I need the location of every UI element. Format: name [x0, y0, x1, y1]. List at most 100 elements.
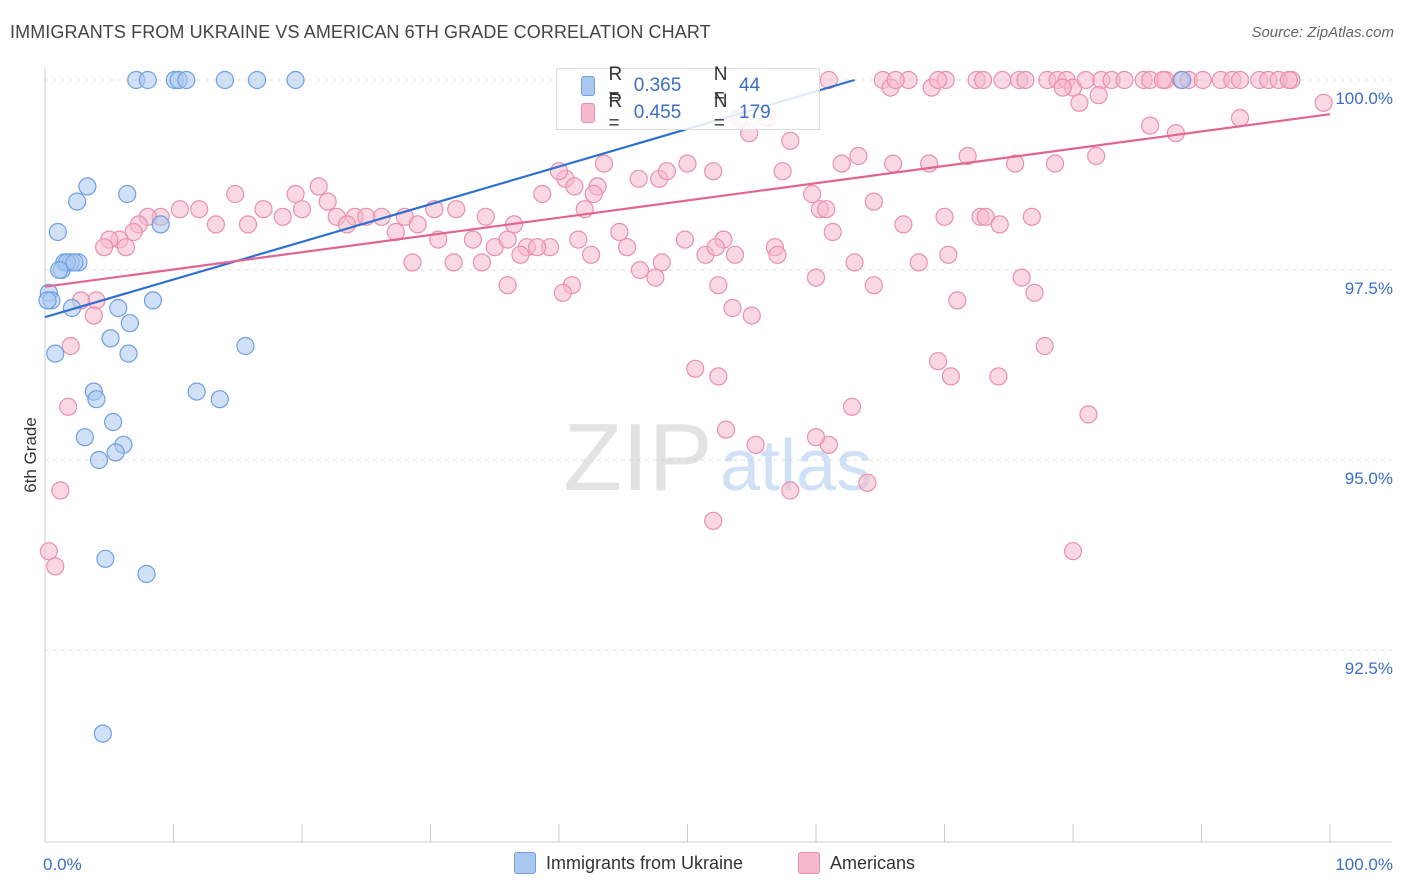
americans-point	[630, 260, 650, 280]
americans-point	[292, 200, 312, 219]
americans-point	[806, 428, 826, 447]
ukraine-point	[177, 70, 196, 90]
americans-point	[124, 222, 143, 242]
americans-point	[706, 238, 725, 257]
americans-point	[803, 184, 822, 204]
ukraine-point	[38, 291, 57, 310]
americans-point	[511, 245, 530, 264]
americans-point	[533, 184, 552, 204]
ukraine-points	[38, 70, 1192, 743]
legend-n-value: 179	[739, 102, 771, 123]
bottom-legend-label-americans: Americans	[830, 852, 916, 873]
americans-point	[51, 481, 70, 500]
americans-point	[95, 238, 114, 257]
americans-point	[594, 154, 614, 173]
americans-point	[1063, 542, 1083, 561]
americans-point	[781, 131, 800, 150]
americans-point	[646, 268, 665, 287]
x-tick-label-left: 0.0%	[43, 855, 82, 874]
americans-point	[709, 367, 728, 386]
americans-point	[746, 435, 765, 454]
americans-point	[226, 184, 245, 204]
americans-point	[652, 253, 671, 272]
americans-point	[1012, 268, 1031, 287]
americans-point	[403, 253, 422, 272]
americans-point	[941, 367, 961, 386]
americans-point	[864, 276, 883, 295]
americans-point	[286, 184, 305, 204]
americans-point	[1070, 93, 1089, 112]
americans-point	[716, 420, 736, 439]
americans-point	[46, 557, 65, 576]
chart-source: Source: ZipAtlas.com	[1251, 24, 1394, 41]
americans-point	[849, 146, 868, 166]
legend-r-label: R =	[608, 91, 623, 134]
americans-point	[1115, 70, 1134, 90]
americans-point	[709, 276, 728, 295]
americans-point	[1087, 146, 1106, 166]
americans-point	[678, 154, 697, 173]
ukraine-point	[137, 564, 156, 584]
americans-point	[273, 207, 292, 226]
legend-r-value: 0.365	[633, 75, 682, 96]
ukraine-point	[62, 298, 82, 318]
americans-point	[565, 177, 584, 196]
ukraine-point	[187, 382, 206, 401]
ukraine-point	[104, 412, 123, 432]
americans-point	[657, 162, 677, 181]
americans-point	[886, 70, 905, 90]
americans-point	[973, 70, 993, 90]
americans-point	[704, 162, 723, 181]
legend-r-label: R =	[608, 64, 623, 107]
americans-point	[768, 245, 787, 264]
americans-point	[976, 207, 995, 226]
americans-point	[498, 276, 517, 295]
ukraine-point	[50, 260, 69, 280]
ukraine-point	[65, 253, 84, 272]
ukraine-point	[138, 70, 157, 90]
bottom-legend-ukraine[interactable]: Immigrants from Ukraine	[514, 852, 743, 874]
americans-point	[935, 207, 954, 226]
bottom-legend-americans[interactable]: Americans	[798, 852, 915, 874]
americans-point	[845, 253, 864, 272]
americans-point	[1140, 116, 1160, 135]
legend-swatch-pink	[581, 103, 595, 123]
americans-point	[1314, 93, 1333, 112]
ukraine-point	[78, 177, 97, 196]
ukraine-point	[48, 222, 67, 242]
americans-point	[569, 230, 588, 249]
americans-point	[584, 184, 603, 204]
americans-point	[704, 511, 723, 530]
americans-point	[894, 215, 913, 234]
stats-legend: R = 0.365 N = 44 R = 0.455 N = 179	[556, 64, 820, 134]
americans-point	[675, 230, 695, 249]
americans-point	[686, 359, 705, 378]
americans-point	[1153, 70, 1173, 90]
americans-point	[883, 154, 903, 173]
americans-point	[1006, 154, 1025, 173]
americans-point	[1079, 405, 1098, 424]
americans-point	[444, 253, 463, 272]
ukraine-point	[89, 450, 109, 470]
americans-point	[1035, 336, 1054, 356]
x-tick-label-right: 100.0%	[1335, 855, 1393, 874]
americans-point	[806, 268, 826, 287]
americans-point	[309, 177, 328, 196]
americans-point	[498, 230, 517, 249]
ukraine-point	[101, 329, 120, 348]
americans-point	[742, 306, 761, 325]
americans-point	[618, 238, 637, 257]
americans-point	[39, 542, 58, 561]
ukraine-point	[119, 344, 138, 363]
ukraine-point	[236, 336, 255, 356]
americans-point	[238, 215, 258, 234]
americans-trend-line	[44, 113, 1331, 288]
bottom-legend-label-ukraine: Immigrants from Ukraine	[546, 852, 744, 873]
americans-point	[823, 222, 842, 242]
americans-point	[989, 367, 1008, 386]
americans-point	[773, 162, 792, 181]
ukraine-point	[96, 549, 115, 568]
americans-point	[993, 70, 1012, 90]
americans-point	[463, 230, 483, 249]
